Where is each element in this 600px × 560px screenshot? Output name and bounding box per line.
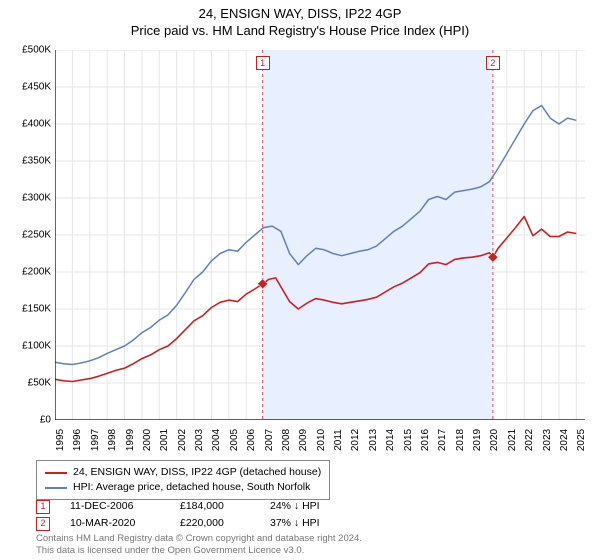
- x-tick-label: 2021: [507, 429, 518, 451]
- x-tick-label: 2004: [211, 429, 222, 451]
- x-tick-label: 1998: [107, 429, 118, 451]
- footer-line-1: Contains HM Land Registry data © Crown c…: [36, 533, 362, 545]
- chart-titles: 24, ENSIGN WAY, DISS, IP22 4GP Price pai…: [0, 0, 600, 38]
- x-tick-label: 2013: [368, 429, 379, 451]
- y-axis-labels: £0£50K£100K£150K£200K£250K£300K£350K£400…: [0, 50, 55, 420]
- x-axis-labels: 1995 1996 1997 1998 1999 2000 2001 2002 2003 2004…: [55, 420, 585, 456]
- sales-table: 1 11-DEC-2006 £184,000 24% ↓ HPI 2 10-MAR-202…: [36, 498, 350, 532]
- x-tick-label: 2009: [298, 429, 309, 451]
- x-tick-label: 2002: [177, 429, 188, 451]
- chart-title-sub: Price paid vs. HM Land Registry's House …: [0, 23, 600, 38]
- x-tick-label: 2003: [194, 429, 205, 451]
- x-tick-label: 2020: [489, 429, 500, 451]
- x-tick-label: 2022: [524, 429, 535, 451]
- y-tick-label: £150K: [22, 304, 51, 315]
- x-tick-label: 2007: [264, 429, 275, 451]
- sale-pct-vs-hpi: 37% ↓ HPI: [270, 515, 350, 532]
- x-tick-label: 2006: [246, 429, 257, 451]
- sale-price: £184,000: [180, 498, 250, 515]
- y-tick-label: £250K: [22, 230, 51, 241]
- x-tick-label: 2000: [142, 429, 153, 451]
- y-tick-label: £500K: [22, 45, 51, 56]
- x-tick-label: 2014: [385, 429, 396, 451]
- x-tick-label: 2016: [420, 429, 431, 451]
- sale-marker: 1: [36, 500, 50, 514]
- sale-row: 1 11-DEC-2006 £184,000 24% ↓ HPI: [36, 498, 350, 515]
- x-tick-label: 2001: [159, 429, 170, 451]
- legend-row: 24, ENSIGN WAY, DISS, IP22 4GP (detached…: [45, 465, 321, 480]
- x-tick-label: 2010: [316, 429, 327, 451]
- sale-date: 11-DEC-2006: [70, 498, 160, 515]
- legend-label: HPI: Average price, detached house, Sout…: [73, 480, 310, 495]
- x-tick-label: 2017: [437, 429, 448, 451]
- x-tick-label: 2015: [403, 429, 414, 451]
- x-tick-label: 2023: [542, 429, 553, 451]
- y-tick-label: £300K: [22, 193, 51, 204]
- sale-annotation-1: 1: [256, 56, 270, 70]
- sale-pct-vs-hpi: 24% ↓ HPI: [270, 498, 350, 515]
- x-tick-label: 2018: [455, 429, 466, 451]
- x-tick-label: 2024: [559, 429, 570, 451]
- legend-swatch: [45, 472, 67, 474]
- y-tick-label: £200K: [22, 267, 51, 278]
- x-tick-label: 2012: [350, 429, 361, 451]
- legend-swatch: [45, 487, 67, 489]
- footer-line-2: This data is licensed under the Open Gov…: [36, 545, 362, 557]
- sale-annotation-2: 2: [486, 56, 500, 70]
- y-tick-label: £0: [40, 415, 51, 426]
- x-tick-label: 2019: [472, 429, 483, 451]
- x-tick-label: 1995: [55, 429, 66, 451]
- legend-label: 24, ENSIGN WAY, DISS, IP22 4GP (detached…: [73, 465, 321, 480]
- chart-svg: [55, 50, 585, 420]
- x-tick-label: 2005: [229, 429, 240, 451]
- sale-marker: 2: [36, 517, 50, 531]
- y-tick-label: £50K: [28, 378, 51, 389]
- x-tick-label: 1999: [125, 429, 136, 451]
- y-tick-label: £400K: [22, 119, 51, 130]
- sale-date: 10-MAR-2020: [70, 515, 160, 532]
- sale-price: £220,000: [180, 515, 250, 532]
- sale-row: 2 10-MAR-2020 £220,000 37% ↓ HPI: [36, 515, 350, 532]
- y-tick-label: £100K: [22, 341, 51, 352]
- x-tick-label: 2008: [281, 429, 292, 451]
- y-tick-label: £450K: [22, 82, 51, 93]
- legend-row: HPI: Average price, detached house, Sout…: [45, 480, 321, 495]
- legend: 24, ENSIGN WAY, DISS, IP22 4GP (detached…: [36, 460, 330, 500]
- x-tick-label: 1997: [90, 429, 101, 451]
- x-tick-label: 2025: [576, 429, 587, 451]
- x-tick-label: 2011: [333, 429, 344, 451]
- chart-title-address: 24, ENSIGN WAY, DISS, IP22 4GP: [0, 6, 600, 21]
- chart-container: 24, ENSIGN WAY, DISS, IP22 4GP Price pai…: [0, 0, 600, 560]
- plot-area: 12: [55, 50, 585, 420]
- x-tick-label: 1996: [72, 429, 83, 451]
- y-tick-label: £350K: [22, 156, 51, 167]
- footer-attribution: Contains HM Land Registry data © Crown c…: [36, 533, 362, 557]
